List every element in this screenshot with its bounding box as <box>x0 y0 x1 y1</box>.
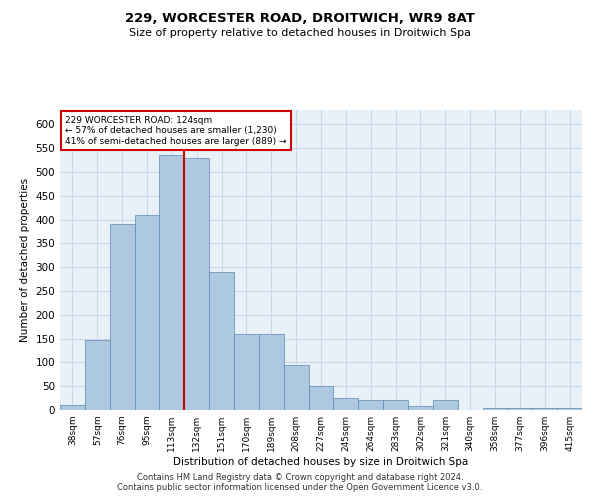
Text: Contains HM Land Registry data © Crown copyright and database right 2024.
Contai: Contains HM Land Registry data © Crown c… <box>118 473 482 492</box>
Bar <box>184 158 209 410</box>
Bar <box>557 408 582 410</box>
Bar <box>134 215 160 410</box>
Bar <box>358 400 383 410</box>
Bar <box>209 272 234 410</box>
Bar <box>532 408 557 410</box>
Text: 229, WORCESTER ROAD, DROITWICH, WR9 8AT: 229, WORCESTER ROAD, DROITWICH, WR9 8AT <box>125 12 475 26</box>
Bar <box>160 155 184 410</box>
Bar <box>383 400 408 410</box>
Bar <box>284 365 308 410</box>
Y-axis label: Number of detached properties: Number of detached properties <box>20 178 30 342</box>
Text: 229 WORCESTER ROAD: 124sqm
← 57% of detached houses are smaller (1,230)
41% of s: 229 WORCESTER ROAD: 124sqm ← 57% of deta… <box>65 116 287 146</box>
Bar <box>408 406 433 410</box>
Bar <box>508 408 532 410</box>
Text: Size of property relative to detached houses in Droitwich Spa: Size of property relative to detached ho… <box>129 28 471 38</box>
Bar <box>334 398 358 410</box>
Bar <box>482 408 508 410</box>
Bar <box>60 405 85 410</box>
X-axis label: Distribution of detached houses by size in Droitwich Spa: Distribution of detached houses by size … <box>173 457 469 467</box>
Bar <box>85 340 110 410</box>
Bar <box>259 334 284 410</box>
Bar <box>308 386 334 410</box>
Bar <box>234 334 259 410</box>
Bar <box>433 400 458 410</box>
Bar <box>110 224 134 410</box>
